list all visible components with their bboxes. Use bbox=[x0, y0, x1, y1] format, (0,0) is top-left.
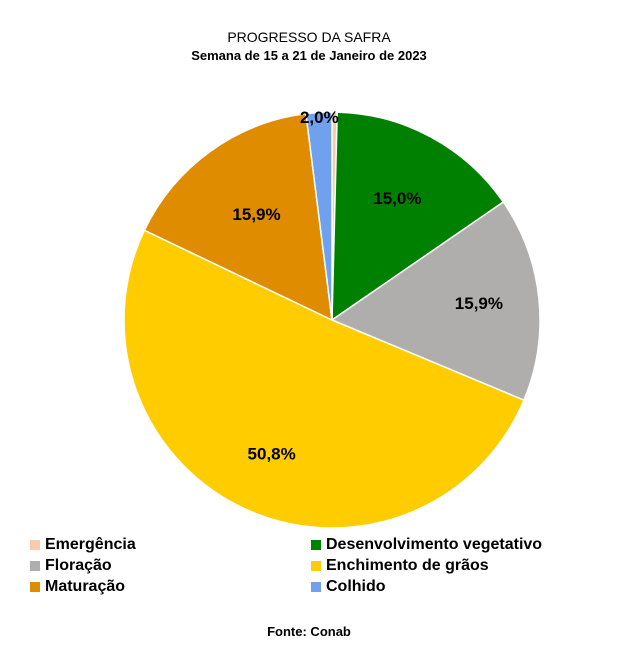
pie-slice-3 bbox=[330, 200, 541, 402]
pie-slice-6 bbox=[305, 111, 333, 321]
slice-data-label: 15,9% bbox=[455, 294, 503, 313]
slice-data-label: 15,0% bbox=[373, 189, 421, 208]
pie-slice-4 bbox=[123, 229, 525, 529]
legend-swatch bbox=[311, 540, 321, 550]
legend-item-emergencia: Emergência bbox=[30, 535, 136, 555]
legend-swatch bbox=[30, 561, 40, 571]
legend-label: Enchimento de grãos bbox=[326, 557, 489, 574]
legend-item-colhido: Colhido bbox=[311, 577, 386, 597]
pie-chart: 15,0% 15,9% 50,8% 15,9% 2,0% bbox=[123, 108, 541, 529]
legend-label: Maturação bbox=[45, 578, 126, 595]
legend-label: Emergência bbox=[45, 536, 136, 553]
chart-subtitle: Semana de 15 a 21 de Janeiro de 2023 bbox=[191, 48, 427, 63]
legend-swatch bbox=[30, 540, 40, 550]
chart-title: PROGRESSO DA SAFRA bbox=[227, 29, 391, 45]
slice-data-label: 50,8% bbox=[248, 444, 296, 463]
legend-swatch bbox=[311, 561, 321, 571]
legend-swatch bbox=[30, 582, 40, 592]
slice-data-label: 2,0% bbox=[300, 108, 339, 127]
legend-label: Desenvolvimento vegetativo bbox=[326, 536, 543, 553]
pie-slice-5 bbox=[143, 112, 333, 322]
legend-label: Colhido bbox=[326, 578, 386, 595]
legend-item-floracao: Floração bbox=[30, 556, 112, 576]
legend-item-maturacao: Maturação bbox=[30, 577, 125, 597]
legend-item-enchimento-de-graos: Enchimento de grãos bbox=[311, 556, 489, 576]
legend-swatch bbox=[311, 582, 321, 592]
pie-slice-2 bbox=[331, 111, 505, 322]
legend-label: Floração bbox=[45, 557, 112, 574]
source-note: Fonte: Conab bbox=[267, 624, 351, 639]
slice-data-label: 15,9% bbox=[232, 205, 280, 224]
legend-item-desenvolvimento-vegetativo: Desenvolvimento vegetativo bbox=[311, 535, 542, 555]
